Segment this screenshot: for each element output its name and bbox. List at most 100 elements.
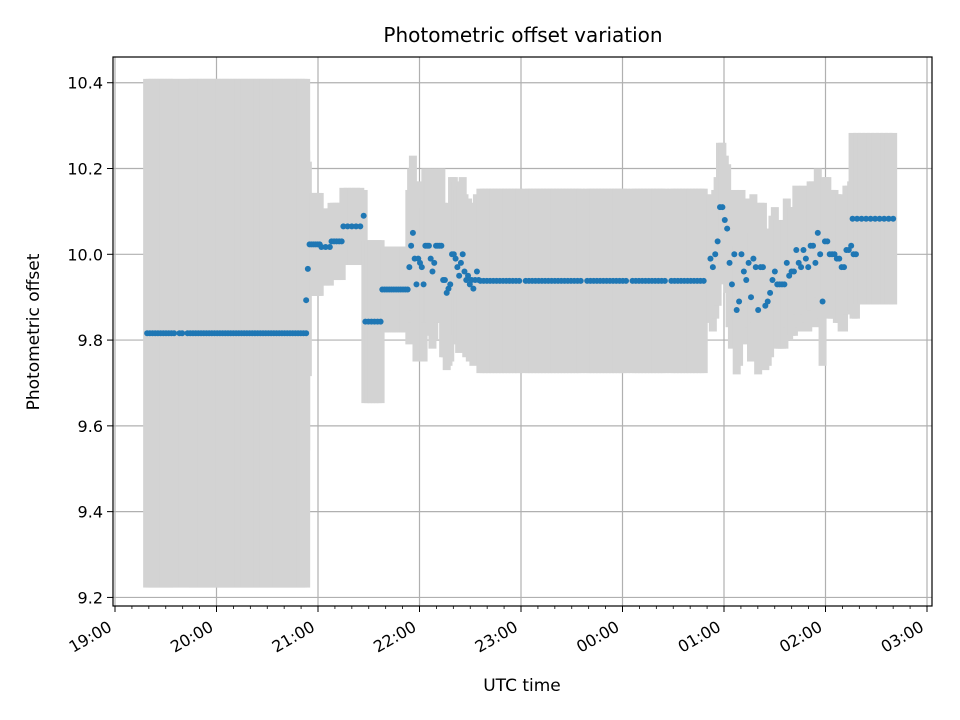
data-point xyxy=(318,244,325,251)
x-tick-label: 01:00 xyxy=(675,617,724,657)
data-point xyxy=(431,259,438,266)
y-tick-label: 9.8 xyxy=(78,331,103,350)
data-point xyxy=(326,244,333,251)
data-point xyxy=(790,268,797,275)
data-point xyxy=(824,238,831,245)
data-point xyxy=(418,264,425,271)
data-point xyxy=(802,255,809,262)
data-point xyxy=(409,229,416,236)
data-point xyxy=(377,318,384,325)
data-point xyxy=(798,264,805,271)
data-point xyxy=(743,277,750,284)
data-point xyxy=(863,215,870,222)
x-tick-label: 20:00 xyxy=(167,617,216,657)
data-point xyxy=(516,277,523,284)
data-point xyxy=(348,223,355,230)
y-axis-label: Photometric offset xyxy=(24,253,44,410)
data-point xyxy=(623,277,630,284)
data-point xyxy=(700,277,707,284)
data-point xyxy=(726,259,733,266)
data-point xyxy=(748,294,755,301)
data-point xyxy=(473,268,480,275)
data-point xyxy=(750,255,757,262)
data-point xyxy=(819,298,826,305)
data-point xyxy=(793,247,800,254)
data-point xyxy=(322,244,329,251)
data-point xyxy=(814,229,821,236)
y-tick-label: 10.0 xyxy=(67,245,103,264)
data-point xyxy=(447,281,454,288)
data-point xyxy=(812,259,819,266)
data-point xyxy=(338,238,345,245)
data-point xyxy=(404,286,411,293)
data-point xyxy=(712,251,719,258)
data-point xyxy=(759,264,766,271)
data-point xyxy=(733,307,740,314)
data-point xyxy=(755,307,762,314)
data-point xyxy=(817,251,824,258)
data-point xyxy=(719,204,726,211)
x-tick-label: 03:00 xyxy=(878,617,927,657)
data-point xyxy=(470,285,477,292)
x-axis-label: UTC time xyxy=(483,676,561,696)
data-point xyxy=(810,242,817,249)
data-point xyxy=(303,330,310,337)
data-point xyxy=(179,330,186,337)
x-axis-ticks: 19:00 20:00 21:00 22:00 23:00 00:00 01:00 02:00… xyxy=(66,606,928,657)
data-point xyxy=(353,223,360,230)
data-point xyxy=(413,281,420,288)
data-point xyxy=(709,264,716,271)
data-point xyxy=(429,268,436,275)
data-point xyxy=(854,215,861,222)
data-point xyxy=(781,281,788,288)
data-point xyxy=(427,255,434,262)
data-point xyxy=(800,247,807,254)
data-point xyxy=(360,212,367,219)
y-tick-label: 9.4 xyxy=(78,503,103,522)
y-tick-label: 9.2 xyxy=(78,588,103,607)
data-point xyxy=(805,264,812,271)
x-tick-label: 21:00 xyxy=(269,617,318,657)
data-point xyxy=(764,298,771,305)
data-point xyxy=(728,281,735,288)
data-point xyxy=(731,251,738,258)
data-point xyxy=(867,215,874,222)
data-point xyxy=(457,259,464,266)
x-tick-label: 22:00 xyxy=(370,617,419,657)
x-tick-label: 02:00 xyxy=(776,617,825,657)
data-point xyxy=(304,265,311,272)
data-point xyxy=(852,251,859,258)
data-point xyxy=(721,216,728,223)
data-point xyxy=(714,238,721,245)
data-point xyxy=(459,251,466,258)
data-point xyxy=(303,297,310,304)
data-point xyxy=(456,272,463,279)
data-point xyxy=(357,223,364,230)
data-point xyxy=(707,255,714,262)
data-point xyxy=(849,215,856,222)
data-point xyxy=(858,215,865,222)
y-tick-label: 10.2 xyxy=(67,160,103,179)
data-point xyxy=(767,289,774,296)
x-tick-label: 00:00 xyxy=(573,617,622,657)
data-point xyxy=(881,215,888,222)
plot-frame xyxy=(112,56,933,607)
data-point xyxy=(752,264,759,271)
data-point xyxy=(885,215,892,222)
data-point xyxy=(738,251,745,258)
data-point xyxy=(841,264,848,271)
data-point xyxy=(425,242,432,249)
data-point xyxy=(736,298,743,305)
data-point xyxy=(465,272,472,279)
data-point xyxy=(408,242,415,249)
data-point xyxy=(771,268,778,275)
data-point xyxy=(171,330,178,337)
y-axis-ticks: 9.2 9.4 9.6 9.8 10.0 10.2 10.4 xyxy=(67,74,113,607)
data-point xyxy=(848,242,855,249)
data-point xyxy=(872,215,879,222)
chart-title: Photometric offset variation xyxy=(383,23,662,47)
y-tick-label: 10.4 xyxy=(67,74,103,93)
data-point xyxy=(577,277,584,284)
y-tick-label: 9.6 xyxy=(78,417,103,436)
